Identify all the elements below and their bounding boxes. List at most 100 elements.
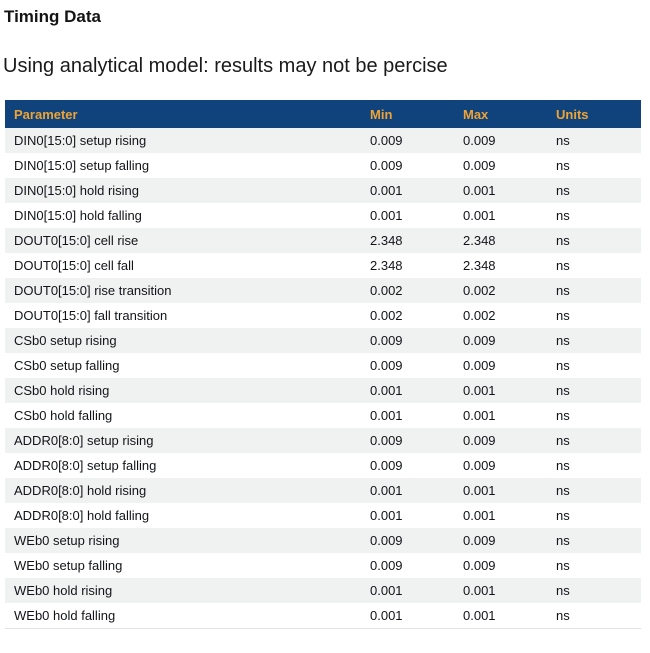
parameter-cell: DIN0[15:0] setup rising — [14, 133, 147, 148]
min-cell: 0.009 — [370, 333, 403, 348]
min-cell: 0.001 — [370, 408, 403, 423]
units-cell: ns — [556, 133, 570, 148]
min-cell: 0.001 — [370, 208, 403, 223]
units-cell: ns — [556, 233, 570, 248]
table-row: DOUT0[15:0] cell fall 2.348 2.348 ns — [5, 253, 641, 278]
parameter-cell: CSb0 setup rising — [14, 333, 117, 348]
min-cell: 0.002 — [370, 308, 403, 323]
units-cell: ns — [556, 508, 570, 523]
min-cell: 0.001 — [370, 508, 403, 523]
units-cell: ns — [556, 358, 570, 373]
parameter-cell: DIN0[15:0] setup falling — [14, 158, 150, 173]
units-cell: ns — [556, 583, 570, 598]
parameter-cell: DIN0[15:0] hold rising — [14, 183, 140, 198]
max-cell: 0.009 — [463, 533, 496, 548]
table-row: CSb0 setup rising 0.009 0.009 ns — [5, 328, 641, 353]
parameter-cell: DOUT0[15:0] cell fall — [14, 258, 134, 273]
parameter-cell: DOUT0[15:0] rise transition — [14, 283, 172, 298]
max-cell: 0.009 — [463, 133, 496, 148]
max-cell: 0.009 — [463, 433, 496, 448]
page-subtitle: Using analytical model: results may not … — [3, 55, 448, 77]
table-row: DIN0[15:0] hold falling 0.001 0.001 ns — [5, 203, 641, 228]
max-cell: 0.009 — [463, 358, 496, 373]
min-cell: 0.009 — [370, 133, 403, 148]
units-cell: ns — [556, 458, 570, 473]
max-cell: 0.009 — [463, 458, 496, 473]
column-header-units: Units — [547, 100, 641, 128]
parameter-cell: ADDR0[8:0] hold rising — [14, 483, 147, 498]
timing-table-body: DIN0[15:0] setup rising 0.009 0.009 ns D… — [5, 128, 641, 628]
max-cell: 0.009 — [463, 333, 496, 348]
parameter-cell: CSb0 hold falling — [14, 408, 113, 423]
max-cell: 0.001 — [463, 607, 496, 623]
max-cell: 0.001 — [463, 508, 496, 523]
parameter-cell: WEb0 hold falling — [14, 607, 116, 623]
parameter-cell: WEb0 hold rising — [14, 583, 113, 598]
min-cell: 0.009 — [370, 558, 403, 573]
table-row: DOUT0[15:0] fall transition 0.002 0.002 … — [5, 303, 641, 328]
table-row: WEb0 hold falling 0.001 0.001 ns — [5, 603, 641, 628]
units-cell: ns — [556, 183, 570, 198]
units-cell: ns — [556, 408, 570, 423]
min-cell: 0.001 — [370, 383, 403, 398]
units-cell: ns — [556, 258, 570, 273]
max-cell: 0.001 — [463, 208, 496, 223]
units-cell: ns — [556, 607, 570, 623]
min-cell: 0.009 — [370, 458, 403, 473]
table-row: WEb0 setup falling 0.009 0.009 ns — [5, 553, 641, 578]
min-cell: 0.009 — [370, 158, 403, 173]
min-cell: 0.002 — [370, 283, 403, 298]
parameter-cell: ADDR0[8:0] hold falling — [14, 508, 150, 523]
max-cell: 0.002 — [463, 283, 496, 298]
max-cell: 0.001 — [463, 408, 496, 423]
min-cell: 0.001 — [370, 583, 403, 598]
units-cell: ns — [556, 558, 570, 573]
max-cell: 0.001 — [463, 383, 496, 398]
min-cell: 0.001 — [370, 183, 403, 198]
min-cell: 0.001 — [370, 607, 403, 623]
parameter-cell: WEb0 setup rising — [14, 533, 120, 548]
column-header-parameter: Parameter — [5, 100, 361, 128]
min-cell: 0.009 — [370, 433, 403, 448]
max-cell: 0.001 — [463, 583, 496, 598]
max-cell: 0.001 — [463, 483, 496, 498]
table-row: ADDR0[8:0] hold falling 0.001 0.001 ns — [5, 503, 641, 528]
max-cell: 0.009 — [463, 558, 496, 573]
units-cell: ns — [556, 308, 570, 323]
column-header-min: Min — [361, 100, 454, 128]
table-row: DOUT0[15:0] cell rise 2.348 2.348 ns — [5, 228, 641, 253]
parameter-cell: DIN0[15:0] hold falling — [14, 208, 142, 223]
table-row: CSb0 hold rising 0.001 0.001 ns — [5, 378, 641, 403]
max-cell: 0.002 — [463, 308, 496, 323]
min-cell: 2.348 — [370, 258, 403, 273]
units-cell: ns — [556, 333, 570, 348]
max-cell: 2.348 — [463, 258, 496, 273]
units-cell: ns — [556, 483, 570, 498]
parameter-cell: CSb0 setup falling — [14, 358, 120, 373]
timing-table: Parameter Min Max Units DIN0[15:0] setup… — [5, 100, 641, 629]
min-cell: 0.001 — [370, 483, 403, 498]
table-row: ADDR0[8:0] hold rising 0.001 0.001 ns — [5, 478, 641, 503]
header-row: Parameter Min Max Units — [5, 100, 641, 128]
table-row: CSb0 setup falling 0.009 0.009 ns — [5, 353, 641, 378]
parameter-cell: CSb0 hold rising — [14, 383, 110, 398]
table-row: DOUT0[15:0] rise transition 0.002 0.002 … — [5, 278, 641, 303]
max-cell: 0.009 — [463, 158, 496, 173]
table-row: DIN0[15:0] hold rising 0.001 0.001 ns — [5, 178, 641, 203]
units-cell: ns — [556, 383, 570, 398]
max-cell: 0.001 — [463, 183, 496, 198]
timing-table-header: Parameter Min Max Units — [5, 100, 641, 128]
table-row: ADDR0[8:0] setup falling 0.009 0.009 ns — [5, 453, 641, 478]
table-row: WEb0 hold rising 0.001 0.001 ns — [5, 578, 641, 603]
max-cell: 2.348 — [463, 233, 496, 248]
units-cell: ns — [556, 158, 570, 173]
units-cell: ns — [556, 208, 570, 223]
parameter-cell: ADDR0[8:0] setup rising — [14, 433, 154, 448]
units-cell: ns — [556, 283, 570, 298]
min-cell: 0.009 — [370, 358, 403, 373]
table-row: WEb0 setup rising 0.009 0.009 ns — [5, 528, 641, 553]
table-row: DIN0[15:0] setup falling 0.009 0.009 ns — [5, 153, 641, 178]
table-row: DIN0[15:0] setup rising 0.009 0.009 ns — [5, 128, 641, 153]
parameter-cell: DOUT0[15:0] cell rise — [14, 233, 139, 248]
units-cell: ns — [556, 433, 570, 448]
